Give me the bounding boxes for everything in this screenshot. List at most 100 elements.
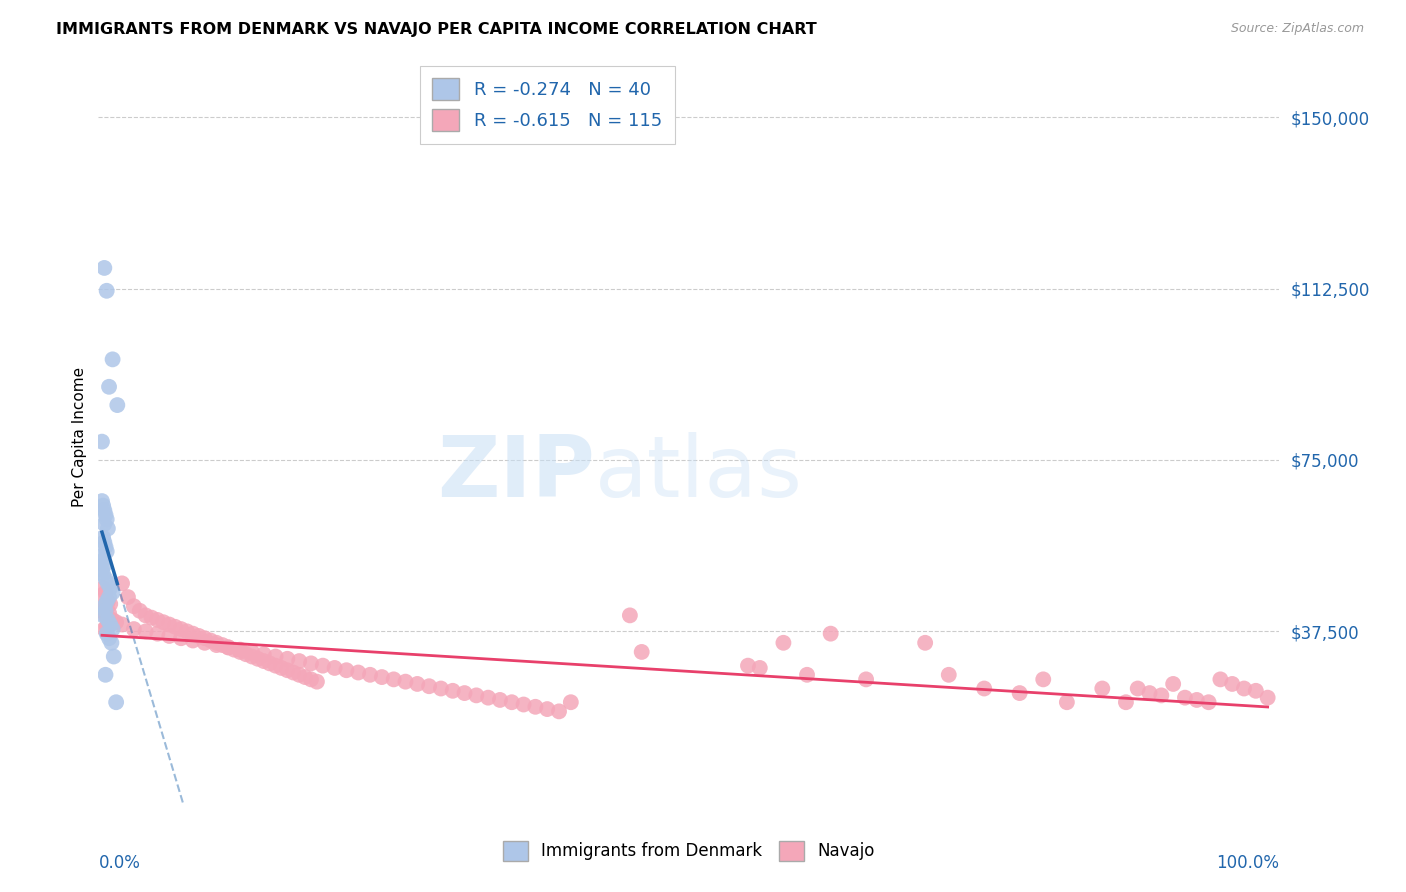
- Point: [914, 636, 936, 650]
- Point: [1198, 695, 1220, 709]
- Point: [91, 549, 114, 563]
- Point: [111, 617, 134, 632]
- Point: [323, 661, 346, 675]
- Point: [91, 499, 114, 513]
- Point: [200, 633, 222, 648]
- Point: [101, 352, 124, 367]
- Point: [98, 617, 121, 632]
- Point: [1161, 677, 1184, 691]
- Point: [205, 636, 228, 650]
- Point: [97, 610, 120, 624]
- Point: [93, 503, 115, 517]
- Point: [91, 434, 114, 449]
- Point: [501, 695, 523, 709]
- Point: [253, 647, 276, 661]
- Point: [1008, 686, 1031, 700]
- Point: [371, 670, 394, 684]
- Point: [276, 652, 298, 666]
- Point: [157, 629, 180, 643]
- Point: [122, 599, 145, 614]
- Point: [101, 622, 124, 636]
- Point: [973, 681, 995, 696]
- Point: [512, 698, 534, 712]
- Point: [737, 658, 759, 673]
- Point: [382, 673, 405, 687]
- Point: [101, 585, 124, 599]
- Point: [283, 665, 305, 680]
- Point: [1056, 695, 1078, 709]
- Point: [93, 599, 115, 614]
- Point: [264, 658, 287, 673]
- Point: [246, 652, 269, 666]
- Point: [1244, 683, 1267, 698]
- Point: [94, 508, 117, 522]
- Point: [91, 604, 114, 618]
- Point: [146, 613, 169, 627]
- Point: [97, 576, 120, 591]
- Point: [181, 626, 204, 640]
- Point: [93, 558, 115, 573]
- Point: [270, 661, 292, 675]
- Point: [105, 398, 128, 412]
- Point: [152, 615, 174, 630]
- Point: [288, 654, 311, 668]
- Point: [96, 594, 118, 608]
- Point: [111, 576, 134, 591]
- Point: [288, 667, 311, 681]
- Point: [97, 594, 120, 608]
- Point: [170, 622, 193, 636]
- Point: [264, 649, 287, 664]
- Point: [187, 629, 209, 643]
- Text: IMMIGRANTS FROM DENMARK VS NAVAJO PER CAPITA INCOME CORRELATION CHART: IMMIGRANTS FROM DENMARK VS NAVAJO PER CA…: [56, 22, 817, 37]
- Point: [194, 632, 217, 646]
- Point: [855, 673, 877, 687]
- Point: [96, 620, 118, 634]
- Point: [94, 585, 117, 599]
- Point: [240, 645, 263, 659]
- Point: [465, 689, 488, 703]
- Point: [91, 494, 114, 508]
- Point: [93, 622, 115, 636]
- Point: [1185, 693, 1208, 707]
- Text: 100.0%: 100.0%: [1216, 854, 1279, 872]
- Point: [97, 521, 120, 535]
- Point: [772, 636, 794, 650]
- Point: [453, 686, 475, 700]
- Point: [91, 608, 114, 623]
- Point: [98, 380, 121, 394]
- Point: [211, 638, 233, 652]
- Point: [93, 516, 115, 531]
- Point: [93, 535, 115, 549]
- Point: [105, 615, 128, 630]
- Point: [98, 632, 121, 646]
- Point: [91, 588, 114, 602]
- Point: [170, 632, 193, 646]
- Point: [359, 667, 381, 681]
- Point: [103, 649, 125, 664]
- Point: [1091, 681, 1114, 696]
- Point: [240, 649, 263, 664]
- Point: [93, 260, 115, 275]
- Point: [1174, 690, 1197, 705]
- Point: [135, 624, 157, 639]
- Point: [259, 657, 281, 671]
- Point: [1233, 681, 1256, 696]
- Point: [796, 667, 818, 681]
- Point: [91, 567, 114, 582]
- Point: [96, 284, 118, 298]
- Point: [101, 613, 124, 627]
- Point: [91, 563, 114, 577]
- Point: [394, 674, 416, 689]
- Point: [96, 626, 118, 640]
- Point: [165, 620, 187, 634]
- Point: [98, 590, 121, 604]
- Point: [94, 572, 117, 586]
- Point: [430, 681, 453, 696]
- Point: [94, 540, 117, 554]
- Point: [235, 647, 257, 661]
- Point: [96, 512, 118, 526]
- Point: [630, 645, 652, 659]
- Point: [135, 608, 157, 623]
- Point: [489, 693, 512, 707]
- Point: [1220, 677, 1243, 691]
